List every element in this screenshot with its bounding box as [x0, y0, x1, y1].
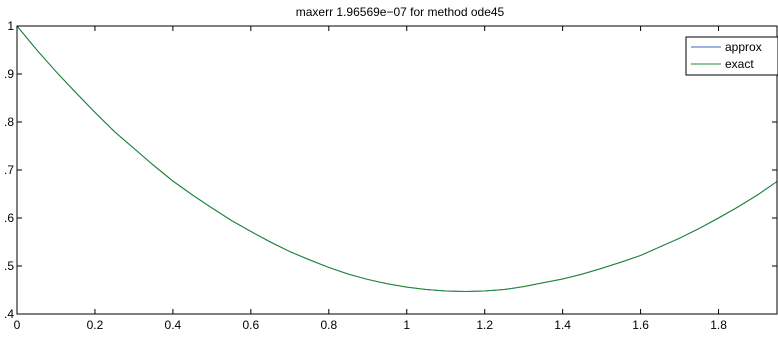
x-tick-label: 0 [14, 318, 21, 332]
legend: approx exact [685, 36, 778, 76]
legend-label-exact: exact [725, 57, 754, 71]
plot-area [16, 25, 778, 292]
y-tick-label: .4 [4, 307, 14, 321]
y-tick-label: .5 [4, 259, 14, 273]
legend-box [685, 36, 778, 76]
x-tick-label: 0.2 [87, 318, 104, 332]
y-tick-label: .9 [4, 67, 14, 81]
x-tick-label: 1.4 [554, 318, 571, 332]
y-tick-label: .8 [4, 115, 14, 129]
x-tick-label: 1.8 [710, 318, 727, 332]
chart-title: maxerr 1.96569e−07 for method ode45 [296, 5, 505, 19]
axes-frame [16, 25, 778, 315]
x-tick-label: 1.6 [632, 318, 649, 332]
x-tick-label: 1 [403, 318, 410, 332]
series-line-approx [16, 25, 778, 292]
axes: 0 0.2 0.4 0.6 0.8 1 1.2 1.4 1.6 1.8 .4 .5 .6 .7 .8 .9 1 [4, 19, 778, 332]
x-tick-label: 0.8 [320, 318, 337, 332]
x-tick-label: 0.4 [165, 318, 182, 332]
series-line-exact [16, 25, 778, 292]
y-tick-label: .6 [4, 211, 14, 225]
x-tick-label: 1.2 [476, 318, 493, 332]
y-tick-label: .7 [4, 163, 14, 177]
x-tick-label: 0.6 [243, 318, 260, 332]
y-tick-label: 1 [7, 19, 14, 33]
legend-label-approx: approx [725, 40, 762, 54]
